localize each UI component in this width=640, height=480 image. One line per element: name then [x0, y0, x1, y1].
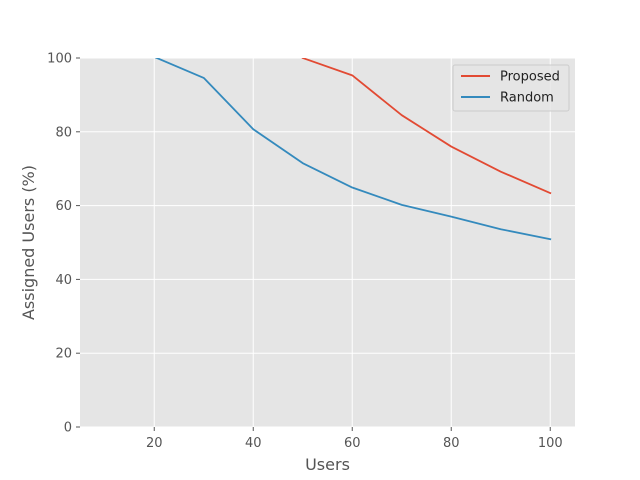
y-tick-label: 80 — [55, 125, 72, 140]
y-axis-ticks: 0 20 40 60 80 100 — [47, 52, 80, 436]
x-tick-label: 60 — [344, 436, 361, 451]
series-line-random — [154, 58, 552, 241]
legend-label-proposed: Proposed — [500, 70, 560, 85]
plot-area — [80, 58, 575, 427]
y-tick-label: 100 — [47, 52, 72, 67]
legend-label-random: Random — [500, 91, 554, 106]
y-tick-label: 60 — [55, 199, 72, 214]
y-axis-label: Assigned Users (%) — [19, 165, 38, 320]
legend: Proposed Random — [452, 64, 570, 112]
x-tick-label: 20 — [146, 436, 163, 451]
x-tick-label: 40 — [245, 436, 262, 451]
y-tick-label: 40 — [55, 273, 72, 288]
grid-lines — [80, 57, 575, 428]
series-lines — [154, 58, 552, 241]
y-tick-label: 20 — [55, 347, 72, 362]
y-tick-label: 0 — [64, 421, 72, 436]
x-axis-ticks: 20 40 60 80 100 — [146, 427, 563, 451]
x-tick-label: 80 — [443, 436, 460, 451]
series-line-proposed — [301, 58, 552, 195]
x-tick-label: 100 — [538, 436, 563, 451]
x-axis-label: Users — [305, 455, 350, 474]
